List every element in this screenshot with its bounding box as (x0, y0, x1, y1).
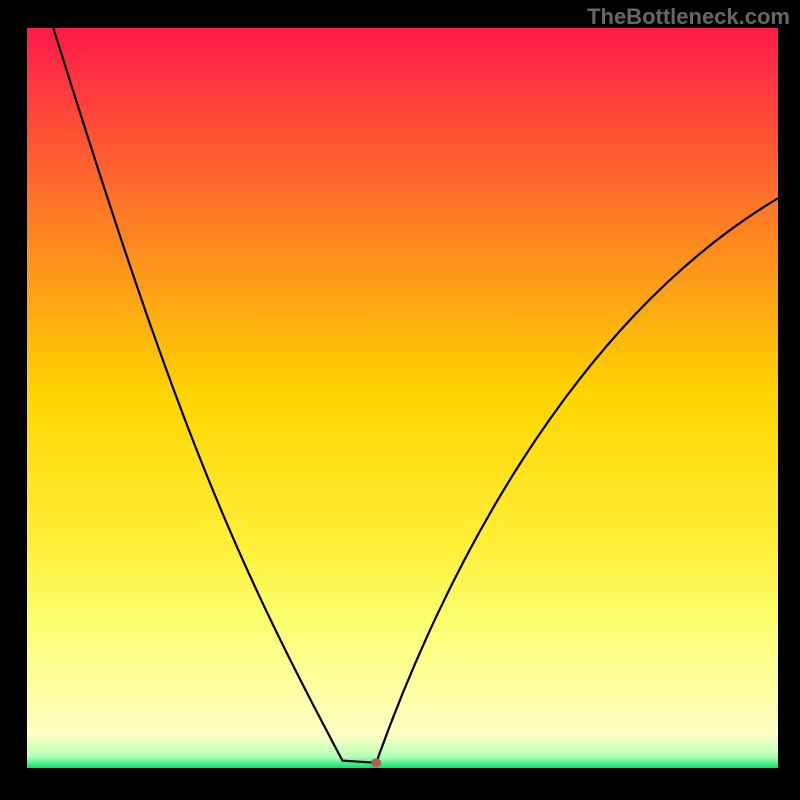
plot-area (27, 28, 778, 768)
plot-svg (27, 28, 778, 768)
chart-container: TheBottleneck.com (0, 0, 800, 800)
watermark-text: TheBottleneck.com (587, 4, 790, 30)
min-point-marker (371, 758, 381, 767)
